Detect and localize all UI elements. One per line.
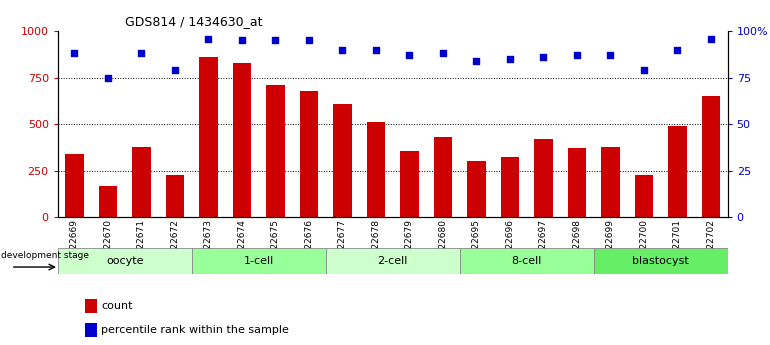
Point	[504, 56, 516, 62]
Point	[303, 38, 315, 43]
Bar	[634, 175, 653, 217]
Bar	[333, 104, 352, 217]
Bar	[460, 248, 594, 274]
Bar	[567, 148, 586, 217]
Point	[336, 47, 349, 52]
Text: development stage: development stage	[2, 251, 89, 260]
Bar	[65, 154, 84, 217]
Point	[571, 52, 583, 58]
Text: count: count	[102, 301, 132, 311]
Point	[638, 67, 650, 73]
Point	[203, 36, 215, 41]
Bar	[58, 248, 192, 274]
Point	[705, 36, 717, 41]
Bar	[132, 147, 151, 217]
Point	[403, 52, 416, 58]
Point	[671, 47, 684, 52]
Bar	[266, 85, 285, 217]
Point	[69, 51, 81, 56]
Bar	[166, 175, 184, 217]
Point	[102, 75, 114, 80]
Bar	[192, 248, 326, 274]
Bar	[467, 161, 486, 217]
Point	[236, 38, 248, 43]
Point	[437, 51, 449, 56]
Bar	[85, 299, 96, 313]
Point	[270, 38, 282, 43]
Text: oocyte: oocyte	[106, 256, 143, 266]
Bar	[534, 139, 553, 217]
Bar	[500, 157, 519, 217]
Bar	[367, 122, 385, 217]
Bar	[99, 186, 117, 217]
Point	[169, 67, 181, 73]
Point	[604, 52, 617, 58]
Point	[537, 55, 550, 60]
Point	[136, 51, 148, 56]
Text: blastocyst: blastocyst	[632, 256, 689, 266]
Bar	[233, 63, 251, 217]
Text: 2-cell: 2-cell	[377, 256, 408, 266]
Text: percentile rank within the sample: percentile rank within the sample	[102, 325, 290, 335]
Bar	[199, 57, 218, 217]
Bar	[400, 151, 419, 217]
Bar	[701, 96, 720, 217]
Point	[470, 58, 483, 63]
Text: 1-cell: 1-cell	[243, 256, 274, 266]
Bar	[594, 248, 728, 274]
Bar	[668, 126, 687, 217]
Bar	[300, 91, 318, 217]
Bar	[434, 137, 452, 217]
Bar	[601, 148, 620, 217]
Bar	[326, 248, 460, 274]
Bar	[85, 323, 96, 337]
Text: 8-cell: 8-cell	[511, 256, 542, 266]
Text: GDS814 / 1434630_at: GDS814 / 1434630_at	[125, 16, 263, 29]
Point	[370, 47, 382, 52]
